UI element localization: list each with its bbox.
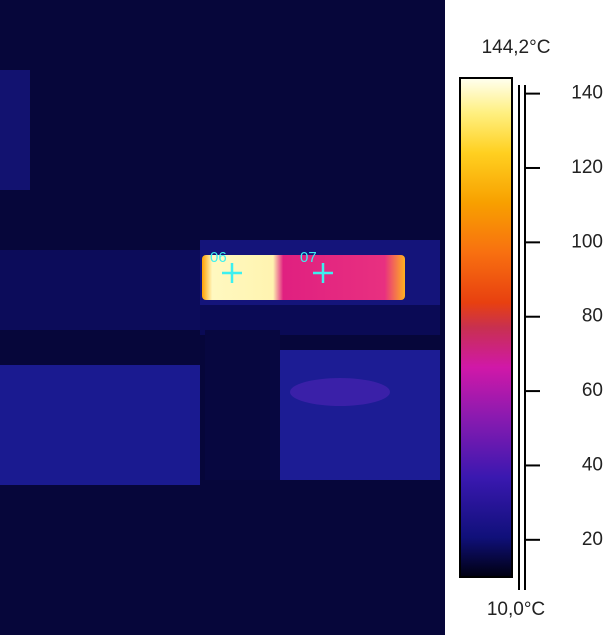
marker-label: 06 bbox=[210, 249, 227, 266]
color-bar bbox=[459, 77, 513, 578]
crosshair bbox=[222, 263, 242, 283]
tick-label: 40 bbox=[582, 454, 603, 475]
crosshair bbox=[313, 263, 333, 283]
scene bbox=[0, 0, 445, 635]
scale-min: 10,0°C bbox=[487, 599, 545, 620]
tick-label: 120 bbox=[571, 157, 603, 178]
scale-max: 144,2°C bbox=[482, 37, 551, 58]
tick-label: 140 bbox=[571, 83, 603, 104]
marker-label: 07 bbox=[300, 249, 317, 266]
tick-label: 60 bbox=[582, 380, 603, 401]
markers: 06 07 bbox=[210, 249, 333, 283]
tick-label: 100 bbox=[571, 231, 603, 252]
tick-label: 20 bbox=[582, 529, 603, 550]
tick-label: 80 bbox=[582, 306, 603, 327]
